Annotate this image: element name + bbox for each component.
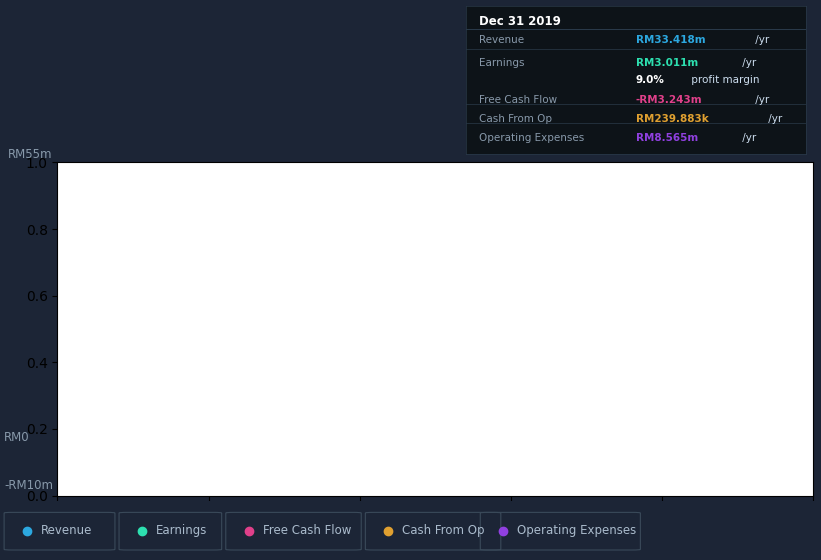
Text: Cash From Op: Cash From Op (479, 114, 553, 124)
Text: RM33.418m: RM33.418m (635, 35, 705, 45)
Text: /yr: /yr (740, 133, 757, 143)
Text: Free Cash Flow: Free Cash Flow (479, 95, 557, 105)
Text: RM0: RM0 (4, 431, 30, 444)
Text: -RM3.243m: -RM3.243m (635, 95, 703, 105)
Text: Earnings: Earnings (479, 58, 525, 68)
Text: Revenue: Revenue (479, 35, 525, 45)
Text: /yr: /yr (740, 58, 757, 68)
Text: Operating Expenses: Operating Expenses (479, 133, 585, 143)
Text: 9.0%: 9.0% (635, 74, 665, 85)
Text: Cash From Op: Cash From Op (402, 524, 484, 537)
Bar (647, 162, 821, 496)
Text: RM239.883k: RM239.883k (635, 114, 709, 124)
Text: RM8.565m: RM8.565m (635, 133, 698, 143)
Text: Dec 31 2019: Dec 31 2019 (479, 15, 561, 27)
Text: Earnings: Earnings (156, 524, 208, 537)
Text: Revenue: Revenue (41, 524, 93, 537)
Text: RM55m: RM55m (8, 148, 53, 161)
Text: /yr: /yr (752, 35, 769, 45)
Text: Operating Expenses: Operating Expenses (517, 524, 636, 537)
Text: /yr: /yr (752, 95, 769, 105)
Text: Free Cash Flow: Free Cash Flow (263, 524, 351, 537)
Text: RM3.011m: RM3.011m (635, 58, 698, 68)
Text: /yr: /yr (765, 114, 782, 124)
Text: profit margin: profit margin (688, 74, 759, 85)
Text: -RM10m: -RM10m (4, 479, 53, 492)
